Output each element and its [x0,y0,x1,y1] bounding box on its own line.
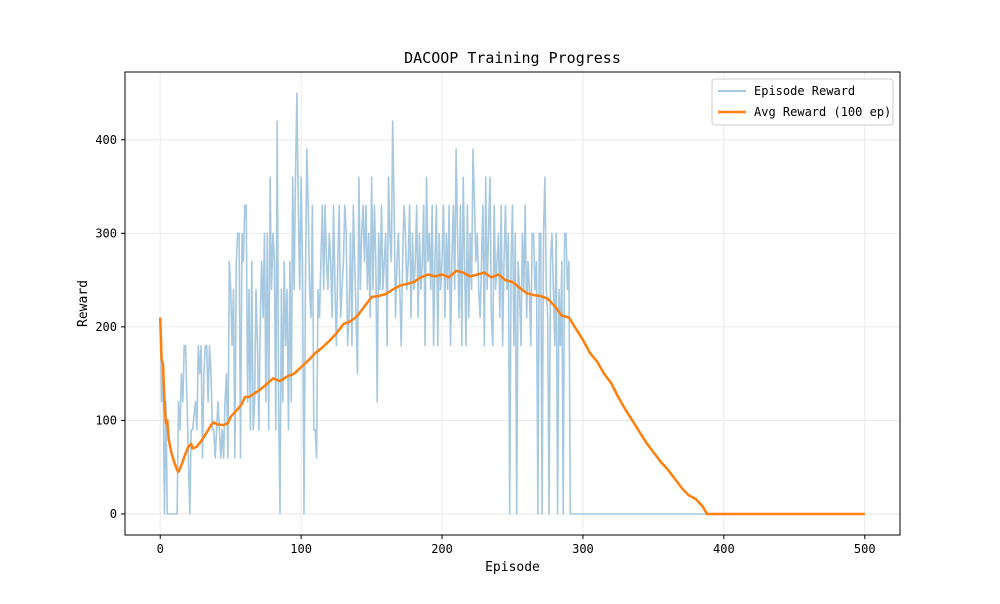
y-axis-title: Reward [76,280,91,327]
x-tick-label: 300 [572,542,594,556]
y-tick-label: 400 [95,133,117,147]
series-layer [158,92,865,516]
legend-label-episode-reward: Episode Reward [754,84,855,98]
x-tick-label: 500 [854,542,876,556]
y-tick-label: 300 [95,226,117,240]
x-tick-label: 200 [431,542,453,556]
x-tick-label: 400 [713,542,735,556]
legend-box [711,78,894,126]
x-axis-title: Episode [485,560,540,575]
axis-ticks: 0 100 200 300 400 500 0 100 200 300 400 [95,133,875,556]
x-tick-label: 100 [290,542,312,556]
legend: Episode Reward Avg Reward (100 ep) [711,78,894,126]
y-tick-label: 200 [95,320,117,334]
x-tick-label: 0 [157,542,164,556]
plot-frame [124,71,901,536]
y-tick-label: 0 [110,507,117,521]
chart-title: DACOOP Training Progress [404,49,621,67]
legend-label-avg-reward: Avg Reward (100 ep) [754,105,891,119]
avg-reward-line [158,269,865,516]
y-tick-label: 100 [95,413,117,427]
episode-reward-line [159,92,865,515]
